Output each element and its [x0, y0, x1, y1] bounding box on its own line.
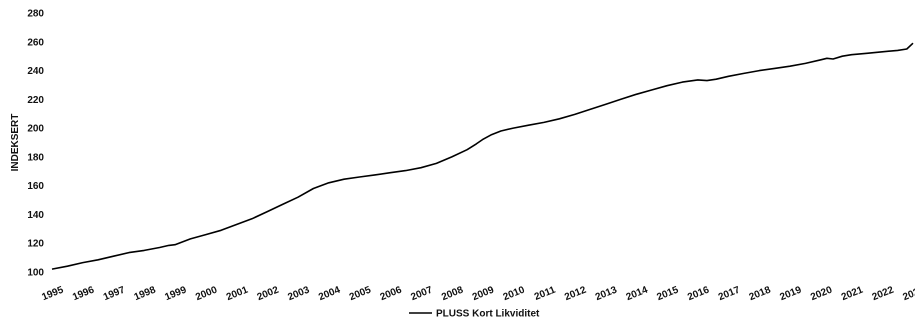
x-tick-label: 1998 — [133, 284, 158, 303]
x-tick-label: 2010 — [502, 284, 527, 303]
x-tick-label: 2022 — [871, 284, 896, 303]
legend: PLUSS Kort Likviditet — [409, 309, 540, 320]
x-tick-label: 2008 — [440, 284, 465, 303]
y-axis-label: INDEKSERT — [10, 114, 21, 172]
x-tick-label: 1997 — [102, 284, 127, 303]
x-tick-label: 2020 — [809, 284, 834, 303]
series-line-0 — [51, 42, 914, 270]
y-tick-label: 240 — [27, 66, 44, 77]
y-tick-label: 220 — [27, 95, 44, 106]
x-tick-label: 2014 — [625, 284, 650, 303]
x-tick-label: 1996 — [71, 284, 96, 303]
y-tick-label: 140 — [27, 210, 44, 221]
x-tick-label: 2017 — [717, 284, 742, 303]
x-tick-label: 2004 — [317, 284, 342, 303]
x-tick-label: 2021 — [840, 284, 865, 303]
x-tick-label: 2005 — [348, 284, 373, 303]
x-tick-label: 2023 — [901, 284, 915, 303]
x-tick-label: 2018 — [748, 284, 773, 303]
x-tick-label: 2007 — [409, 284, 434, 303]
x-tick-label: 2006 — [379, 284, 404, 303]
x-tick-label: 2001 — [225, 284, 250, 303]
x-tick-label: 1995 — [40, 284, 65, 303]
y-tick-label: 280 — [27, 9, 44, 20]
x-tick-label: 2009 — [471, 284, 496, 303]
y-tick-label: 120 — [27, 239, 44, 250]
y-tick-label: 260 — [27, 37, 44, 48]
y-tick-label: 160 — [27, 181, 44, 192]
y-axis-ticks: 100 120 140 160 180 200 220 240 260 280 — [27, 9, 44, 279]
y-tick-label: 180 — [27, 152, 44, 163]
y-tick-label: 200 — [27, 124, 44, 135]
x-tick-label: 2011 — [533, 284, 558, 302]
x-tick-label: 2002 — [256, 284, 281, 303]
x-tick-label: 2013 — [594, 284, 619, 303]
x-tick-label: 1999 — [163, 284, 188, 303]
x-tick-label: 2003 — [286, 284, 311, 303]
x-tick-label: 2012 — [563, 284, 588, 303]
x-axis-ticks: 1995 1996 1997 1998 1999 2000 2001 2002 2003 2004… — [40, 284, 915, 303]
legend-label: PLUSS Kort Likviditet — [436, 309, 540, 320]
y-tick-label: 100 — [27, 268, 44, 279]
x-tick-label: 2015 — [655, 284, 680, 303]
x-tick-label: 2016 — [686, 284, 711, 303]
x-tick-label: 2019 — [778, 284, 803, 303]
x-tick-label: 2000 — [194, 284, 219, 303]
series-lines — [51, 42, 914, 270]
